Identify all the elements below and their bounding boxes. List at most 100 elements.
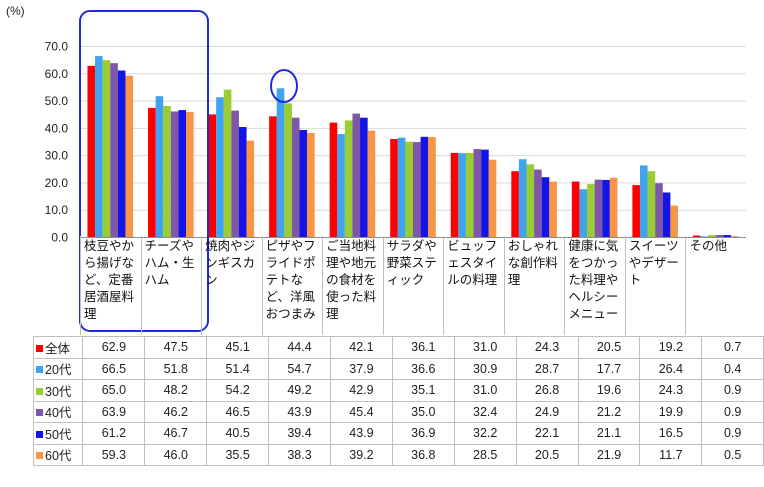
bar [723, 235, 731, 238]
table-cell: 47.5 [144, 336, 208, 359]
table-row: 20代 66.5 51.8 51.4 54.7 37.9 36.6 30.9 28.7 17.7 2… [32, 357, 764, 380]
table-cell: 44.4 [268, 336, 331, 359]
bar [730, 236, 739, 238]
bar [291, 117, 300, 238]
bar [541, 177, 550, 238]
table-cell: 35.0 [391, 400, 455, 423]
x-category-label: ピザやフライドポテトなど、洋風おつまみ [261, 236, 323, 335]
x-category-label: その他 [685, 236, 746, 335]
bar [405, 141, 413, 238]
bar [352, 113, 361, 238]
table-cell: 21.1 [577, 422, 641, 445]
bar [360, 117, 368, 238]
table-cell: 48.2 [144, 379, 208, 402]
table-cell: 32.2 [453, 422, 517, 445]
x-category-label: ビュッフェスタイルの料理 [443, 236, 504, 335]
x-category-label: 焼肉やジンギスカン [201, 236, 262, 335]
table-cell: 46.5 [206, 400, 270, 423]
table-cell: 26.8 [515, 379, 579, 402]
table-cell: 0.9 [701, 379, 764, 402]
y-tick-label: 10.0 [45, 203, 69, 217]
x-category-label: おしゃれな創作料理 [503, 236, 565, 335]
bar [534, 169, 542, 238]
table-cell: 0.9 [701, 422, 764, 445]
bar [110, 63, 118, 238]
bar [481, 149, 489, 238]
table-cell: 66.5 [82, 357, 146, 380]
bar [413, 142, 421, 238]
table-cell: 21.9 [577, 443, 641, 466]
table-cell: 54.7 [268, 357, 331, 380]
table-cell: 28.7 [515, 357, 579, 380]
table-cell: 0.9 [701, 400, 764, 423]
y-tick-label: 30.0 [45, 149, 69, 163]
legend-entry: 全体 [32, 336, 84, 359]
bar [458, 153, 466, 238]
bar [465, 152, 474, 238]
table-cell: 17.7 [577, 357, 641, 380]
table-cell: 32.4 [453, 400, 517, 423]
bar [708, 235, 716, 238]
x-category-label: サラダや野菜スティック [382, 236, 444, 335]
legend-swatch [36, 409, 43, 417]
table-cell: 31.0 [453, 336, 517, 359]
table-cell: 19.2 [639, 336, 703, 359]
y-tick-label: 0.0 [51, 231, 68, 245]
table-cell: 43.9 [329, 422, 393, 445]
table-cell: 42.1 [329, 336, 393, 359]
table-cell: 20.5 [515, 443, 579, 466]
table-cell: 0.5 [701, 443, 764, 466]
table-cell: 26.4 [639, 357, 703, 380]
legend-label: 30代 [45, 384, 72, 399]
table-cell: 19.6 [577, 379, 641, 402]
legend-swatch [36, 430, 43, 438]
bar [639, 165, 648, 238]
y-tick-label: 20.0 [45, 176, 69, 190]
bar [587, 184, 595, 238]
table-cell: 38.3 [268, 443, 331, 466]
table-cell: 59.3 [82, 443, 146, 466]
table-cell: 36.6 [391, 357, 455, 380]
table-cell: 61.2 [82, 422, 146, 445]
bar [647, 171, 656, 238]
table-cell: 39.2 [329, 443, 393, 466]
bar [420, 136, 429, 238]
table-cell: 22.1 [515, 422, 579, 445]
bar [223, 89, 232, 238]
table-cell: 62.9 [82, 336, 146, 359]
legend-label: 20代 [45, 363, 72, 378]
y-tick-label: 40.0 [45, 121, 69, 135]
bar [609, 177, 618, 238]
bar [602, 179, 610, 238]
legend-entry: 20代 [32, 357, 84, 380]
table-row: 40代 63.9 46.2 46.5 43.9 45.4 35.0 32.4 24.9 21.2 1… [32, 400, 764, 423]
bar [715, 235, 724, 238]
table-cell: 16.5 [639, 422, 703, 445]
legend-swatch [36, 344, 43, 352]
legend-entry: 40代 [32, 400, 84, 423]
table-cell: 0.4 [701, 357, 764, 380]
table-cell: 37.9 [329, 357, 393, 380]
bar [670, 205, 678, 238]
bar [367, 130, 376, 238]
bar [549, 181, 557, 238]
bar [511, 171, 519, 238]
table-cell: 45.4 [329, 400, 393, 423]
table-cell: 51.4 [206, 357, 270, 380]
bar [526, 164, 535, 238]
data-table: 全体 62.9 47.5 45.1 44.4 42.1 36.1 31.0 24.3 20.5 19… [32, 336, 764, 466]
bar [473, 149, 482, 238]
bar [148, 107, 156, 238]
table-cell: 24.3 [639, 379, 703, 402]
table-cell: 42.9 [329, 379, 393, 402]
x-category-label: 健康に気をつかった料理やヘルシーメニュー [564, 236, 625, 335]
bar [337, 134, 345, 238]
table-cell: 31.0 [453, 379, 517, 402]
legend-label: 60代 [45, 449, 72, 464]
bar [329, 122, 338, 238]
table-cell: 28.5 [453, 443, 517, 466]
table-cell: 24.3 [515, 336, 579, 359]
table-row: 60代 59.3 46.0 35.5 38.3 39.2 36.8 28.5 20.5 21.9 1… [32, 443, 764, 466]
y-tick-label: 70.0 [45, 40, 69, 54]
